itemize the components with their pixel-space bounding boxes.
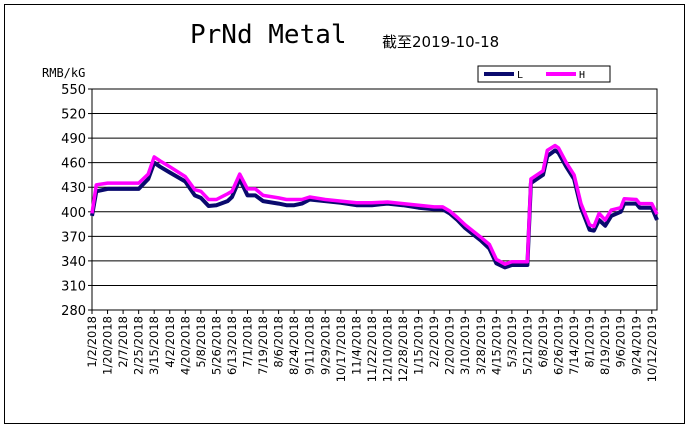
x-tick-label: 3/10/2019 <box>458 316 472 375</box>
x-tick-label: 6/26/2019 <box>552 316 566 375</box>
y-tick-label: 370 <box>61 230 86 245</box>
x-tick-label: 12/10/2018 <box>380 316 394 382</box>
x-tick-label: 4/20/2018 <box>178 316 192 375</box>
x-tick-label: 2/20/2019 <box>443 316 457 375</box>
y-tick-label: 550 <box>61 83 86 98</box>
series-line-L <box>90 148 659 270</box>
y-axis-ticks: 280 310 340 370 400 430 460 490 520 550 <box>61 83 92 319</box>
x-tick-label: 2/25/2018 <box>132 316 146 375</box>
y-tick-label: 460 <box>61 157 86 172</box>
y-tick-label: 310 <box>61 279 86 294</box>
x-tick-label: 7/19/2018 <box>256 316 270 375</box>
x-tick-label: 9/24/2019 <box>629 316 643 375</box>
x-tick-label: 11/4/2018 <box>349 316 363 375</box>
legend-label-L: L <box>517 70 523 81</box>
x-tick-label: 5/26/2018 <box>209 316 223 375</box>
x-tick-label: 3/15/2018 <box>147 316 161 375</box>
x-tick-label: 7/14/2019 <box>567 316 581 375</box>
x-tick-label: 3/28/2019 <box>474 316 488 375</box>
x-tick-label: 5/3/2019 <box>505 316 519 368</box>
chart-title: PrNd Metal <box>190 20 347 50</box>
y-tick-label: 490 <box>61 132 86 147</box>
x-tick-label: 9/6/2019 <box>614 316 628 368</box>
chart-subtitle: 截至2019-10-18 <box>382 33 500 51</box>
x-tick-label: 8/6/2018 <box>272 316 286 368</box>
x-tick-label: 10/12/2019 <box>645 316 659 382</box>
x-tick-label: 4/15/2019 <box>489 316 503 375</box>
x-tick-label: 8/24/2018 <box>287 316 301 375</box>
x-tick-label: 9/11/2018 <box>303 316 317 375</box>
x-tick-label: 5/21/2019 <box>520 316 534 375</box>
x-tick-label: 2/2/2019 <box>427 316 441 368</box>
x-axis-ticks: 1/2/2018 1/20/2018 2/7/2018 2/25/2018 3/15/2… <box>85 310 659 382</box>
x-tick-label: 9/29/2018 <box>318 316 332 375</box>
y-tick-label: 430 <box>61 181 86 196</box>
x-tick-label: 7/1/2018 <box>241 316 255 368</box>
x-tick-label: 8/19/2019 <box>598 316 612 375</box>
x-tick-label: 1/20/2018 <box>101 316 115 375</box>
series-line-H <box>90 143 659 266</box>
y-tick-label: 400 <box>61 206 86 221</box>
grid-lines <box>92 88 657 311</box>
x-tick-label: 4/2/2018 <box>163 316 177 368</box>
x-tick-label: 2/7/2018 <box>116 316 130 368</box>
y-tick-label: 340 <box>61 255 86 270</box>
plot-area-border <box>91 88 658 311</box>
legend-label-H: H <box>579 70 585 81</box>
legend-box <box>477 65 611 83</box>
y-axis-label: RMB/kG <box>42 66 86 80</box>
y-tick-label: 280 <box>61 304 86 319</box>
x-tick-label: 1/2/2018 <box>85 316 99 368</box>
x-tick-label: 12/28/2018 <box>396 316 410 382</box>
y-tick-label: 520 <box>61 108 86 123</box>
x-tick-label: 11/22/2018 <box>365 316 379 382</box>
x-tick-label: 6/13/2018 <box>225 316 239 375</box>
series-lines <box>90 143 659 270</box>
x-tick-label: 10/17/2018 <box>334 316 348 382</box>
x-tick-label: 1/15/2019 <box>412 316 426 375</box>
x-tick-label: 8/1/2019 <box>583 316 597 368</box>
x-tick-label: 5/8/2018 <box>194 316 208 368</box>
x-tick-label: 6/8/2019 <box>536 316 550 368</box>
